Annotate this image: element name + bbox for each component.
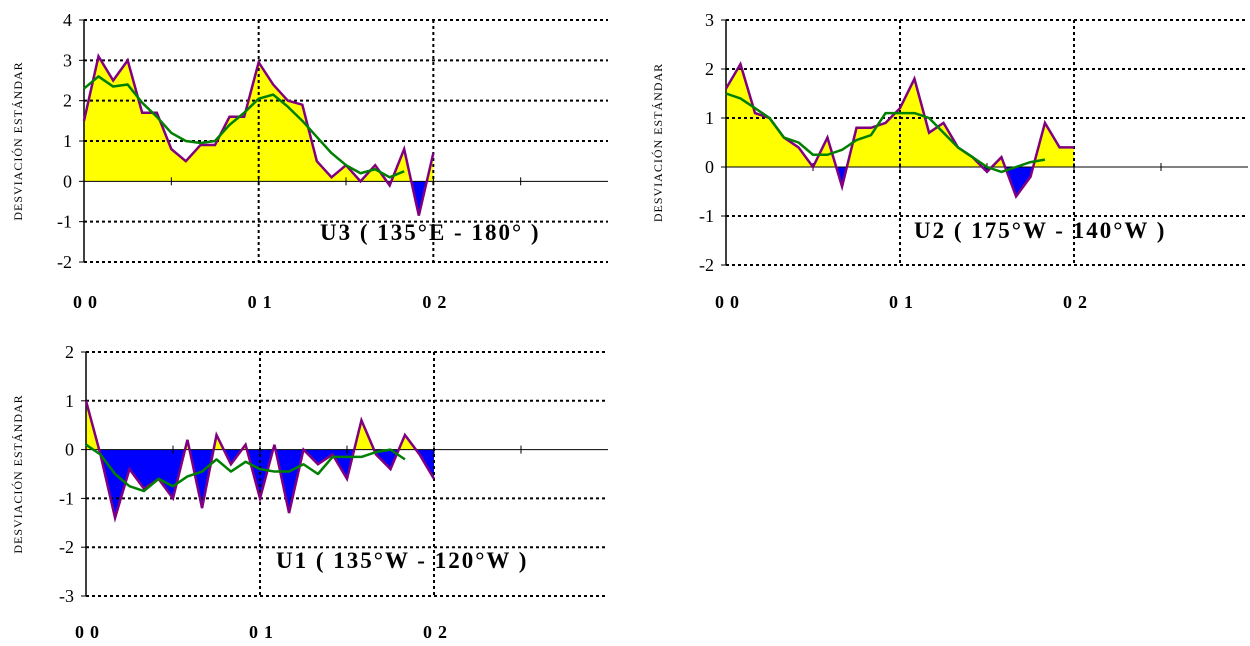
u1-xtick-label: 02 bbox=[423, 622, 453, 642]
u2-ytick-label: -1 bbox=[699, 206, 714, 226]
u1-ytick-label: -1 bbox=[59, 488, 74, 508]
u2-ytick-label: 0 bbox=[705, 157, 714, 177]
u3-ytick-label: -1 bbox=[57, 212, 72, 232]
u1-xtick-label: 01 bbox=[249, 622, 279, 642]
u3-ytick-label: 0 bbox=[63, 171, 72, 191]
u3-ytick-label: -2 bbox=[57, 252, 72, 272]
u3-ylabel: DESVIACIÓN ESTÁNDAR bbox=[11, 61, 25, 220]
u3-ytick-label: 1 bbox=[63, 131, 72, 151]
u1-xtick-label: 00 bbox=[75, 622, 105, 642]
u1-ytick-label: -2 bbox=[59, 537, 74, 557]
u1-smoothed-line bbox=[85, 443, 406, 493]
u2-ytick-label: -2 bbox=[699, 255, 714, 275]
chart-u1: -3 -2 -1 0 1 2 00 01 02 DESVIACIÓN ESTÁNDAR U1 ( 1… bbox=[0, 330, 610, 646]
u1-ytick-label: -3 bbox=[59, 586, 74, 606]
u2-xtick-label: 01 bbox=[889, 292, 919, 312]
chart-u3: -2 -1 0 1 2 3 4 00 01 02 DESVIACIÓN ESTÁNDAR U3 ( 1… bbox=[0, 0, 610, 325]
u2-positive-area bbox=[726, 64, 1074, 167]
u2-ylabel: DESVIACIÓN ESTÁNDAR bbox=[651, 63, 665, 222]
u2-ytick-label: 1 bbox=[705, 108, 714, 128]
u3-region-label: U3 ( 135°E - 180° ) bbox=[320, 220, 541, 245]
u3-ytick-label: 3 bbox=[63, 50, 72, 70]
u3-xtick-label: 01 bbox=[248, 292, 278, 312]
u1-region-label: U1 ( 135°W - 120°W ) bbox=[276, 548, 528, 573]
u1-positive-area bbox=[86, 400, 416, 450]
u2-xtick-label: 02 bbox=[1063, 292, 1093, 312]
u3-xtick-label: 00 bbox=[73, 292, 103, 312]
u2-xtick-label: 00 bbox=[715, 292, 745, 312]
u1-ytick-label: 0 bbox=[65, 440, 74, 460]
u1-ytick-label: 1 bbox=[65, 391, 74, 411]
u1-ytick-label: 2 bbox=[65, 342, 74, 362]
u2-ytick-label: 2 bbox=[705, 59, 714, 79]
u3-negative-area bbox=[386, 181, 427, 216]
u2-smoothed-line bbox=[725, 92, 1046, 174]
u3-raw-line bbox=[82, 52, 435, 216]
u1-raw-line bbox=[84, 400, 436, 523]
u3-xtick-label: 02 bbox=[422, 292, 452, 312]
u3-ytick-label: 2 bbox=[63, 91, 72, 111]
chart-u2: -2 -1 0 1 2 3 00 01 02 DESVIACIÓN ESTÁNDAR U2 ( 17… bbox=[640, 0, 1250, 325]
u2-negative-area bbox=[836, 167, 1034, 197]
u1-ylabel: DESVIACIÓN ESTÁNDAR bbox=[11, 394, 25, 553]
u2-region-label: U2 ( 175°W - 140°W ) bbox=[914, 218, 1166, 243]
u2-ytick-label: 3 bbox=[705, 10, 714, 30]
u3-smoothed-line bbox=[83, 75, 405, 179]
u3-ytick-label: 4 bbox=[63, 10, 72, 30]
